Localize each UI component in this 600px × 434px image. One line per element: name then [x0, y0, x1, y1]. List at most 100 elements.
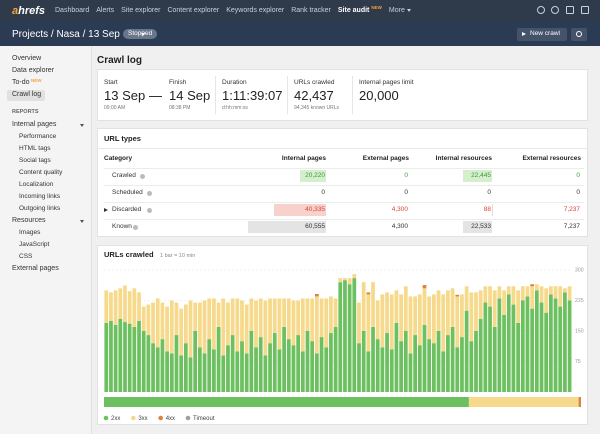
bar-segment — [174, 335, 179, 392]
bar-segment — [417, 345, 422, 392]
nav-icon[interactable] — [581, 6, 589, 14]
sidebar-link[interactable]: Crawl log — [12, 91, 42, 99]
breadcrumb-path[interactable]: Projects / Nasa / 13 Sep — [12, 28, 120, 40]
stat-sub: 09:00 AM — [104, 104, 126, 111]
bar-segment — [408, 353, 413, 392]
bar-segment — [511, 304, 516, 392]
bar-segment — [155, 347, 160, 392]
bar-segment — [137, 292, 141, 321]
sidebar-link[interactable]: Images — [19, 228, 41, 236]
bar-segment — [432, 343, 436, 392]
bar-segment — [492, 326, 497, 392]
sidebar-link[interactable]: JavaScript — [19, 240, 50, 248]
bar-segment — [427, 339, 432, 392]
bar-segment — [212, 298, 216, 350]
bar-segment — [520, 300, 525, 392]
bar-segment — [525, 286, 530, 297]
bar-segment — [333, 326, 338, 392]
bar-segment — [483, 302, 488, 392]
nav-link[interactable]: Rank tracker — [291, 7, 331, 14]
column-header: External pages — [362, 154, 409, 162]
row-divider — [104, 184, 584, 186]
caret-icon — [104, 207, 108, 212]
bar-segment — [450, 288, 455, 327]
nav-icon[interactable] — [566, 6, 574, 14]
bar-segment — [249, 331, 254, 392]
stat-sub: 08:38 PM — [169, 104, 191, 111]
sidebar-link[interactable]: Social tags — [19, 156, 51, 164]
nav-link[interactable]: Keywords explorer — [226, 7, 285, 14]
new-crawl-button[interactable] — [517, 28, 567, 41]
bar-segment — [530, 308, 535, 392]
bar-segment — [394, 290, 399, 323]
bar-segment — [268, 343, 272, 392]
bar-segment — [230, 298, 235, 336]
nav-icon[interactable] — [551, 6, 559, 14]
bar-segment — [460, 294, 464, 338]
sidebar-link[interactable]: CSS — [19, 252, 33, 260]
bar-segment — [553, 298, 558, 392]
legend-marker — [158, 415, 163, 421]
bar-segment — [123, 322, 127, 392]
bar-segment — [352, 278, 357, 392]
column-header: Category — [104, 154, 133, 162]
bar-segment — [516, 322, 520, 392]
bar-segment — [436, 331, 441, 392]
sidebar-link[interactable]: Data explorer — [12, 67, 55, 75]
nav-link[interactable]: Alerts — [96, 7, 115, 14]
row-divider — [104, 218, 584, 220]
bar-segment — [539, 302, 544, 392]
page-title: Crawl log — [97, 54, 143, 66]
bar-segment — [300, 298, 305, 352]
sidebar-section[interactable]: Internal pages — [12, 121, 57, 129]
sidebar-section[interactable]: Resources — [12, 217, 46, 225]
chart-note: 1 bar = 10 min — [160, 253, 195, 259]
bar-segment — [549, 294, 553, 392]
bar-segment — [268, 298, 272, 344]
sidebar-link[interactable]: External pages — [12, 265, 59, 273]
sidebar-link[interactable]: Performance — [19, 132, 57, 140]
bar-segment — [385, 333, 389, 392]
nav-link[interactable]: Site audit — [337, 7, 370, 14]
cell-bar — [248, 221, 326, 233]
bar-segment — [132, 326, 137, 392]
sidebar-link[interactable]: HTML tags — [19, 144, 51, 152]
nav-link[interactable]: Site explorer — [121, 7, 161, 14]
bar-segment — [230, 335, 235, 392]
legend-label: 4xx — [166, 416, 175, 422]
bar-segment — [446, 335, 450, 392]
column-header: Internal pages — [281, 154, 326, 162]
stat-value: 13 Sep — [104, 87, 146, 103]
bar-segment — [272, 333, 277, 392]
bar-segment — [188, 357, 193, 392]
nav-link[interactable]: Dashboard — [55, 7, 90, 14]
sidebar-link[interactable]: Content quality — [19, 168, 63, 176]
url-types-rule — [97, 148, 588, 149]
nav-link[interactable]: More — [388, 7, 405, 14]
nav-link[interactable]: Content explorer — [167, 7, 220, 14]
stat-label: Start — [104, 78, 118, 86]
sidebar-link[interactable]: Outgoing links — [19, 204, 61, 212]
card-title: URL types — [104, 134, 141, 144]
nav-icon[interactable] — [537, 6, 545, 14]
bar-segment — [113, 324, 118, 392]
sidebar-link[interactable]: Localization — [19, 180, 54, 188]
stat-value: 1:11:39:07 — [222, 87, 283, 103]
bar-segment — [310, 341, 315, 392]
bar-segment — [127, 291, 132, 324]
sidebar-link[interactable]: Incoming links — [19, 192, 61, 200]
bar-segment — [291, 300, 296, 346]
sidebar-link[interactable]: To-do — [12, 79, 30, 87]
bar-segment — [104, 322, 109, 392]
bar-segment — [240, 300, 244, 342]
bar-segment — [385, 292, 389, 334]
new-crawl-label[interactable]: New crawl — [530, 30, 560, 38]
sidebar — [0, 46, 92, 434]
reports-heading: REPORTS — [12, 109, 39, 116]
legend-label: 3xx — [138, 416, 147, 422]
sidebar-link[interactable]: Overview — [12, 55, 42, 63]
legend-marker — [185, 415, 191, 421]
row-divider — [104, 201, 584, 203]
row-label: Scheduled — [112, 188, 143, 196]
